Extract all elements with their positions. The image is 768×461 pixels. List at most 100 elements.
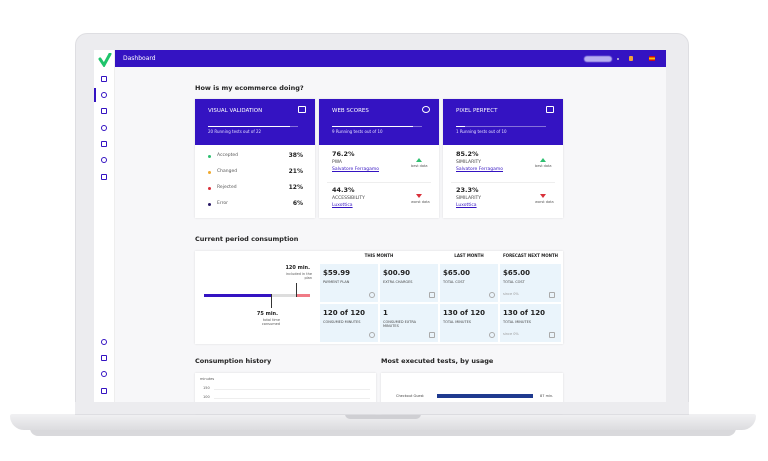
score-value: 85.2% (456, 150, 479, 158)
cell-label: CONSUMED MINUTES (323, 320, 361, 324)
score-link[interactable]: Salvatore Ferragamo (456, 167, 503, 172)
sidebar-icon[interactable] (101, 339, 107, 345)
trend-note: best data (535, 164, 552, 168)
laptop-base-shadow (30, 428, 736, 436)
sidebar-icon[interactable] (101, 174, 107, 180)
sidebar-icon[interactable] (101, 92, 107, 98)
cell-label: EXTRA CHARGES (383, 280, 413, 284)
cell-value: 130 of 120 (443, 309, 485, 317)
sidebar-icon[interactable] (101, 388, 107, 394)
card-subtitle: 1 Running tests out of 10 (456, 129, 507, 134)
consumption-cell (320, 304, 378, 342)
card-icon (298, 106, 306, 113)
consumption-cell (380, 264, 438, 302)
usage-value: 87 min. (540, 394, 554, 398)
logo (98, 52, 112, 68)
status-label: Changed (217, 169, 238, 174)
status-label: Accepted (217, 153, 238, 158)
plan-note: included in the plan (285, 272, 312, 280)
card-icon (546, 106, 554, 113)
score-link[interactable]: Luxottica (332, 203, 353, 208)
usage-bar-used (204, 294, 271, 297)
divider (327, 182, 431, 183)
score-link[interactable]: Luxottica (456, 203, 477, 208)
usage-bar-over (296, 294, 310, 297)
cell-value: 120 of 120 (323, 309, 365, 317)
usage-bar-rest (271, 294, 296, 297)
trend-arrow (540, 194, 546, 198)
cell-label: PAYMENT PLAN (323, 280, 350, 284)
status-dot (208, 187, 211, 190)
sidebar-icon[interactable] (101, 355, 107, 361)
score-metric: SIMILARITY (456, 160, 482, 165)
sidebar-icon[interactable] (101, 141, 107, 147)
progress-fill (332, 126, 413, 127)
card-title: VISUAL VALIDATION (208, 108, 263, 114)
cell-label: TOTAL COST (443, 280, 465, 284)
cell-value: 1 (383, 309, 388, 317)
score-metric: ACCESSIBILITY (332, 196, 365, 201)
card-subtitle: 20 Running tests out of 22 (208, 129, 262, 134)
cell-value: $65.00 (503, 269, 531, 277)
sidebar-icon[interactable] (101, 371, 107, 377)
grid-line (214, 398, 370, 399)
card-title: PIXEL PERFECT (456, 108, 498, 114)
consumption-cell (500, 264, 561, 302)
menu-dot (617, 58, 619, 60)
cell-icon (429, 332, 435, 338)
section-title: Current period consumption (195, 235, 299, 243)
consumption-cell (500, 304, 561, 342)
plan-marker (296, 283, 297, 297)
progress-track (456, 126, 546, 127)
user-pill[interactable] (584, 56, 612, 62)
trend-note: worst data (411, 200, 430, 204)
trend-arrow (416, 158, 422, 162)
card-icon (422, 106, 430, 113)
progress-fill (456, 126, 465, 127)
usage-label: Checkout Guest (396, 394, 424, 398)
card-subtitle: 9 Running tests out of 10 (332, 129, 383, 134)
screen-bottom-bezel (75, 402, 689, 414)
laptop-notch (345, 414, 421, 419)
section-title: How is my ecommerce doing? (195, 84, 304, 92)
cell-value: $65.00 (443, 269, 471, 277)
card-header (443, 99, 563, 145)
status-label: Rejected (217, 185, 237, 190)
consumption-cell (380, 304, 438, 342)
sidebar-icon[interactable] (101, 108, 107, 114)
page-title: Dashboard (123, 55, 156, 62)
status-value: 6% (292, 200, 303, 207)
status-label: Error (217, 201, 228, 206)
cell-icon (549, 292, 555, 298)
tick-label: 100 (203, 395, 210, 399)
sidebar-icon[interactable] (101, 157, 107, 163)
column-header: LAST MONTH (454, 253, 484, 258)
status-dot (208, 171, 211, 174)
trend-note: best data (411, 164, 428, 168)
card-header (319, 99, 439, 145)
trend-arrow (416, 194, 422, 198)
status-dot (208, 203, 211, 206)
sidebar (94, 50, 115, 402)
consumption-cell (440, 304, 498, 342)
cell-value: 130 of 120 (503, 309, 545, 317)
sidebar-icon[interactable] (101, 76, 107, 82)
logo-check (98, 52, 112, 68)
sidebar-icon[interactable] (101, 125, 107, 131)
section-title: Consumption history (195, 357, 272, 365)
flag-icon[interactable] (649, 56, 655, 61)
cell-icon (369, 292, 375, 298)
cell-note: since 0% (503, 292, 519, 296)
cell-label: TOTAL MINUTES (503, 320, 532, 324)
used-marker (271, 294, 272, 308)
top-bar (115, 50, 666, 67)
grid-line (214, 389, 370, 390)
cell-value: $59.99 (323, 269, 351, 277)
score-value: 23.3% (456, 186, 479, 194)
score-link[interactable]: Salvatore Ferragamo (332, 167, 379, 172)
notification-icon[interactable] (629, 56, 633, 61)
trend-note: worst data (535, 200, 554, 204)
usage-bar (437, 394, 533, 398)
score-metric: PWA (332, 160, 342, 165)
